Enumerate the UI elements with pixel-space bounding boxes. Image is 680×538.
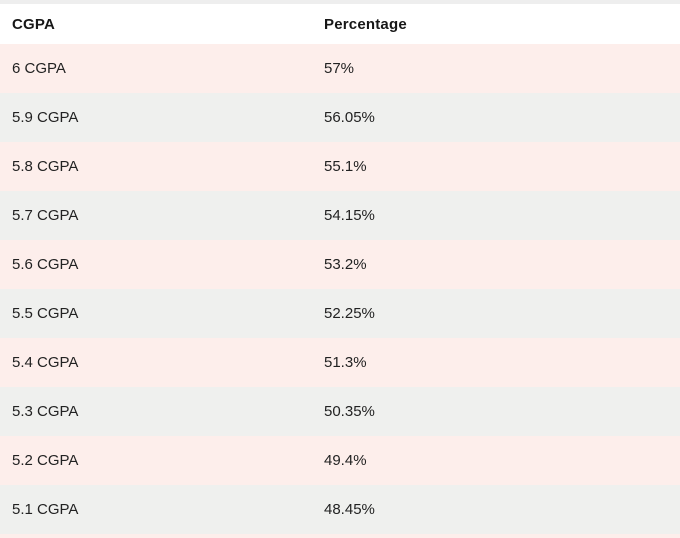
- percentage-cell: 51.3%: [324, 354, 367, 371]
- cgpa-cell: 5.1 CGPA: [12, 501, 79, 518]
- table-row: 6 CGPA 57%: [0, 44, 680, 93]
- table-row: 5.8 CGPA 55.1%: [0, 142, 680, 191]
- percentage-cell: 53.2%: [324, 256, 367, 273]
- percentage-cell: 48.45%: [324, 501, 375, 518]
- cgpa-cell: 5.9 CGPA: [12, 109, 79, 126]
- cgpa-cell: 5.6 CGPA: [12, 256, 79, 273]
- column-header-percentage: Percentage: [324, 15, 407, 33]
- table-row: 5.2 CGPA 49.4%: [0, 436, 680, 485]
- table-body: 6 CGPA 57% 5.9 CGPA 56.05% 5.8 CGPA 55.1% 5.7 …: [0, 44, 680, 534]
- percentage-cell: 52.25%: [324, 305, 375, 322]
- percentage-cell: 54.15%: [324, 207, 375, 224]
- cgpa-cell: 5.7 CGPA: [12, 207, 79, 224]
- cgpa-cell: 5.5 CGPA: [12, 305, 79, 322]
- percentage-cell: 50.35%: [324, 403, 375, 420]
- table-row: 5.1 CGPA 48.45%: [0, 485, 680, 534]
- table-row: 5.3 CGPA 50.35%: [0, 387, 680, 436]
- table-row: 5.6 CGPA 53.2%: [0, 240, 680, 289]
- partial-next-row: [0, 534, 680, 538]
- cgpa-cell: 5.8 CGPA: [12, 158, 79, 175]
- percentage-cell: 57%: [324, 60, 355, 77]
- table-row: 5.5 CGPA 52.25%: [0, 289, 680, 338]
- percentage-cell: 55.1%: [324, 158, 367, 175]
- column-header-cgpa: CGPA: [12, 15, 56, 33]
- cgpa-cell: 6 CGPA: [12, 60, 66, 77]
- table-row: 5.7 CGPA 54.15%: [0, 191, 680, 240]
- table-row: 5.9 CGPA 56.05%: [0, 93, 680, 142]
- cgpa-cell: 5.4 CGPA: [12, 354, 79, 371]
- top-divider: [0, 0, 680, 4]
- cgpa-cell: 5.2 CGPA: [12, 452, 79, 469]
- percentage-cell: 56.05%: [324, 109, 375, 126]
- table-row: 5.4 CGPA 51.3%: [0, 338, 680, 387]
- cgpa-percentage-table: CGPA Percentage 6 CGPA 57% 5.9 CGPA 56.05% 5…: [0, 4, 680, 534]
- table-header-row: CGPA Percentage: [0, 4, 680, 44]
- cgpa-cell: 5.3 CGPA: [12, 403, 79, 420]
- percentage-cell: 49.4%: [324, 452, 367, 469]
